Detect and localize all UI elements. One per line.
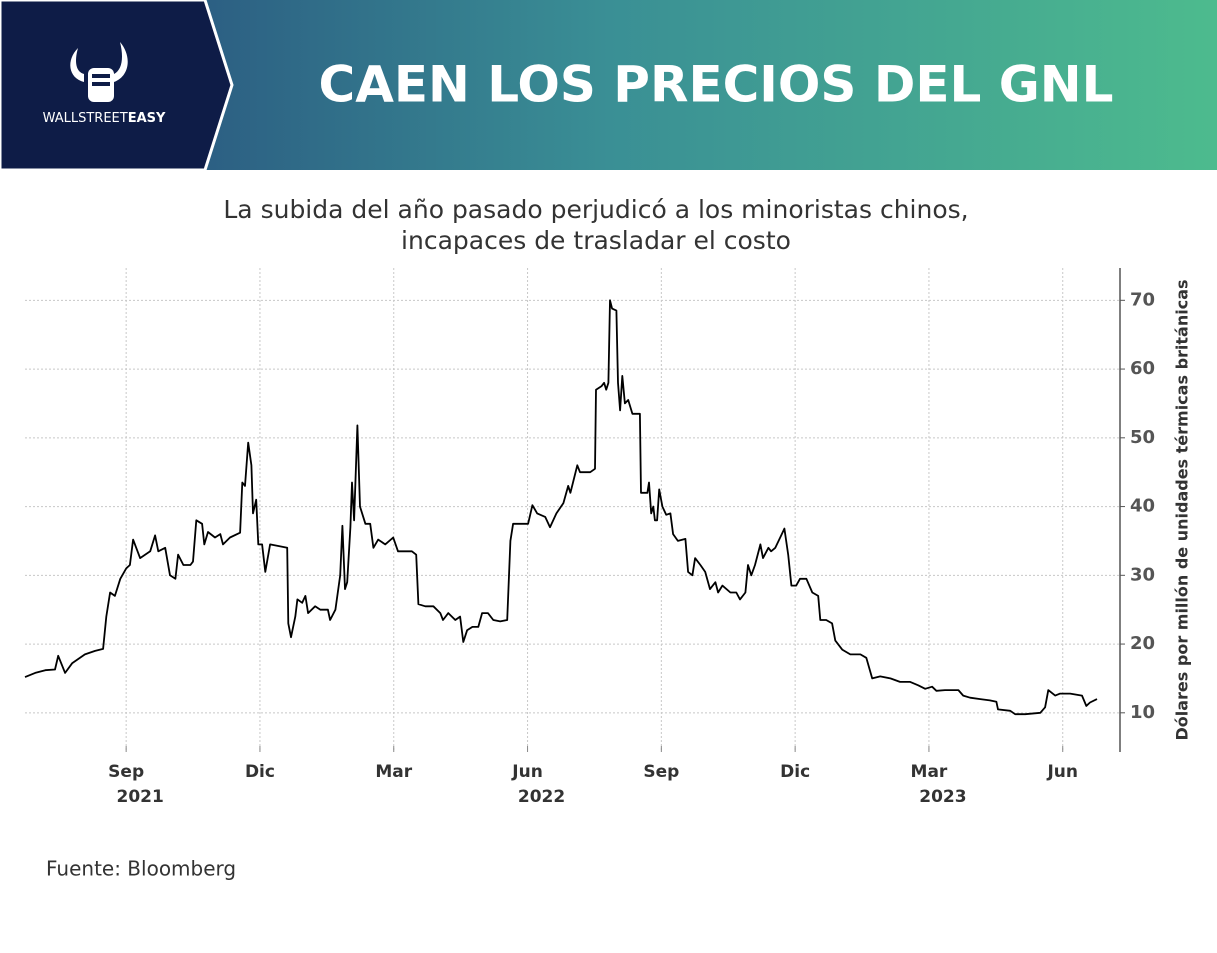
logo-panel [0, 0, 234, 172]
brand-light: WALLSTREET [43, 111, 128, 126]
x-tick-label: Dic [245, 762, 275, 782]
y-tick-label: 20 [1130, 633, 1155, 654]
y-tick-label: 30 [1130, 564, 1155, 585]
x-tick-label: Sep [108, 762, 144, 782]
y-tick-label: 10 [1130, 702, 1155, 723]
header: WALLSTREETEASY CAEN LOS PRECIOS DEL GNL [0, 0, 1217, 172]
brand-bold: EASY [128, 111, 166, 126]
y-tick-label: 40 [1130, 496, 1155, 517]
subtitle-line: La subida del año pasado perjudicó a los… [223, 195, 968, 224]
x-tick-label: Jun [1046, 762, 1078, 782]
y-tick-label: 70 [1130, 289, 1155, 310]
y-tick-label: 50 [1130, 427, 1155, 448]
year-label: 2023 [919, 787, 966, 807]
plot: Sep Dic Mar Jun Sep Dic Mar Jun 2021 2022 2023 10 20… [24, 268, 1155, 807]
page-title: CAEN LOS PRECIOS DEL GNL [319, 56, 1114, 114]
x-tick-label: Dic [780, 762, 810, 782]
x-tick-label: Mar [911, 762, 948, 782]
y-tick-label: 60 [1130, 358, 1155, 379]
y-axis-title: Dólares por millón de unidades térmicas … [1173, 279, 1192, 740]
subtitle-line: incapaces de trasladar el costo [401, 226, 791, 255]
year-label: 2021 [116, 787, 163, 807]
price-line [24, 299, 1098, 716]
x-tick-label: Mar [375, 762, 412, 782]
source: Fuente: Bloomberg [46, 857, 236, 881]
x-tick-label: Jun [511, 762, 543, 782]
x-tick-label: Sep [643, 762, 679, 782]
logo-icon [70, 42, 128, 102]
year-label: 2022 [518, 787, 565, 807]
brand: WALLSTREETEASY [43, 111, 166, 126]
